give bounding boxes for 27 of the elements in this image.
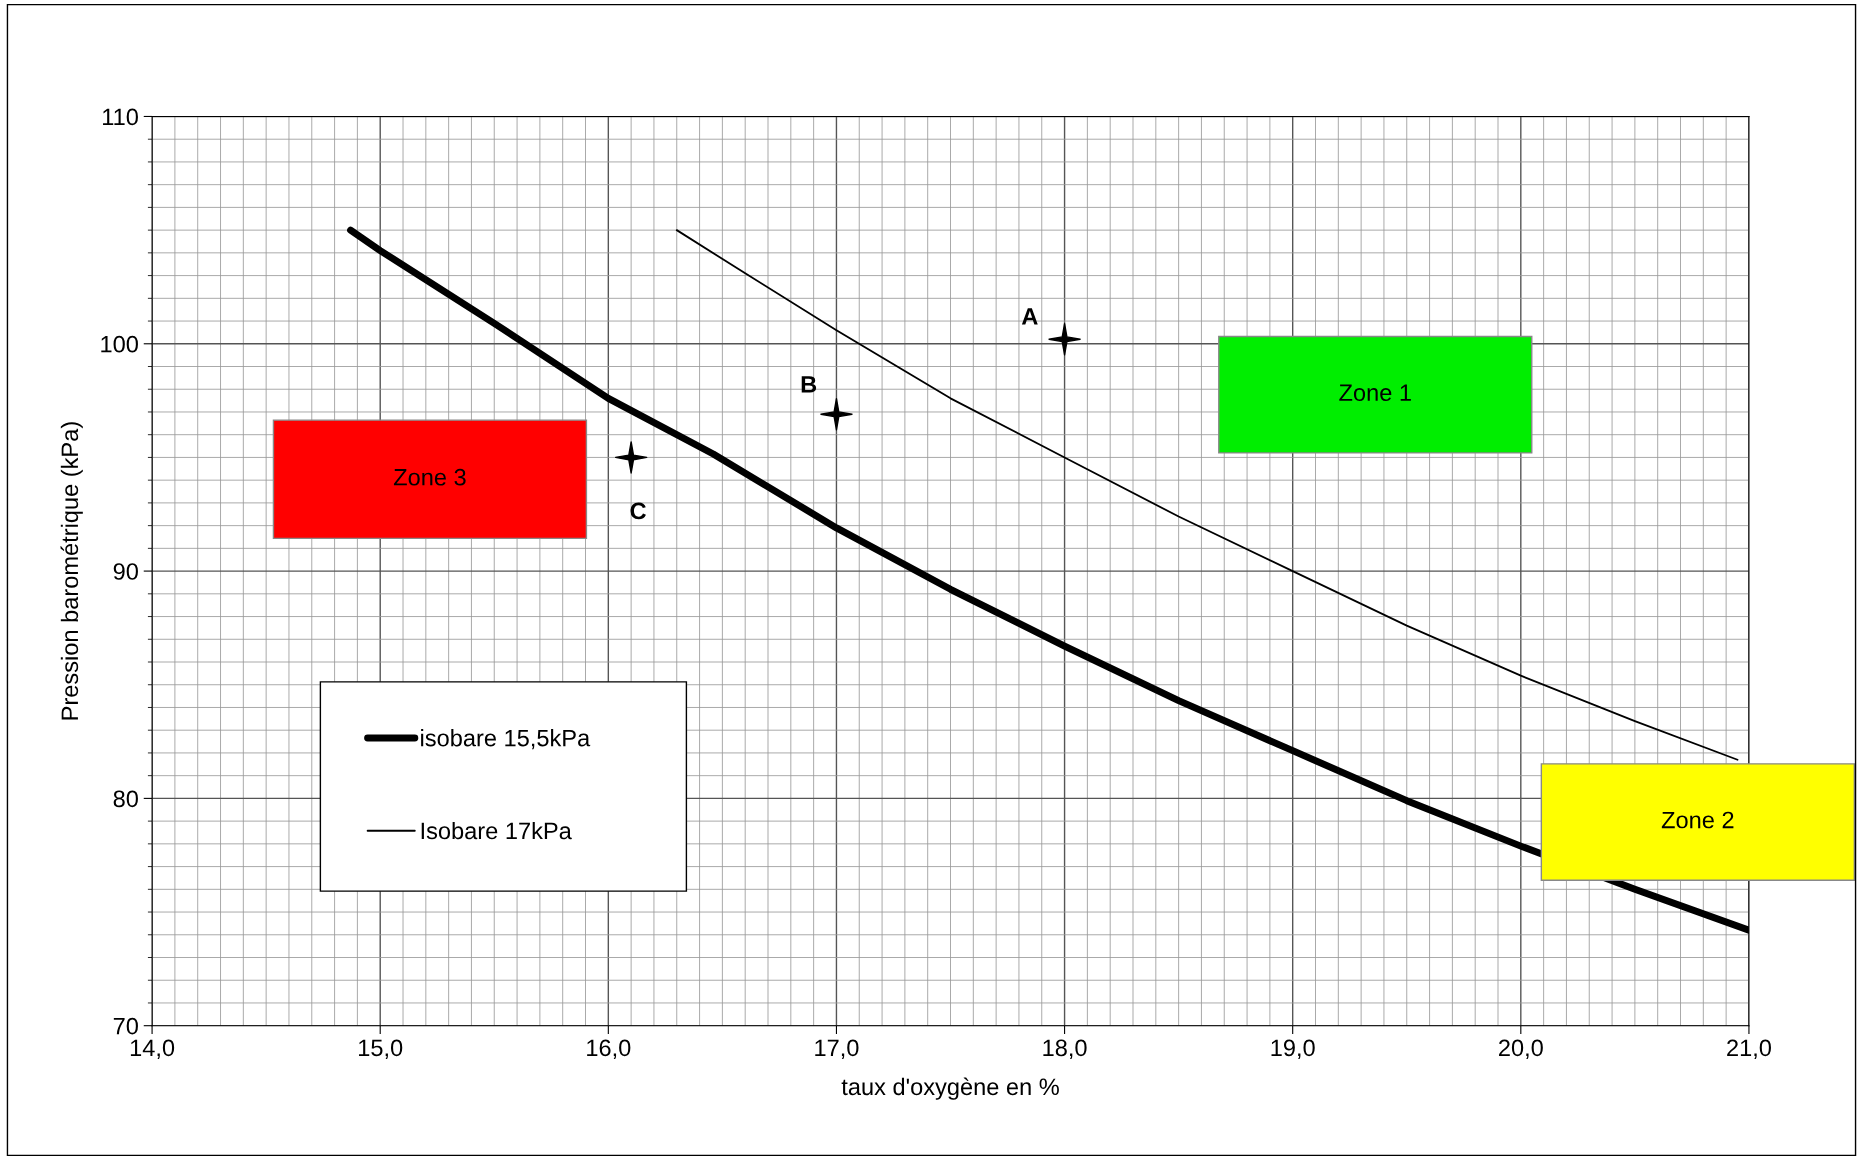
y-tick-label: 70	[113, 1017, 138, 1035]
y-tick-label: 90	[113, 563, 138, 580]
x-axis-title: taux d'oxygène en %	[841, 1077, 1059, 1100]
annotation: Zone 2	[1661, 811, 1734, 829]
x-tick-label: 17,0	[815, 1039, 859, 1060]
point	[614, 441, 648, 474]
y-tick-label: 110	[103, 108, 138, 126]
legend-label: Isobare 17kPa	[421, 821, 572, 840]
x-tick-label: 21,0	[1727, 1039, 1771, 1060]
annotation: C	[630, 502, 646, 520]
x-tick-label: 20,0	[1499, 1039, 1543, 1060]
annotation: Zone 1	[1339, 384, 1411, 402]
point	[1048, 323, 1081, 356]
line-series	[675, 229, 1739, 761]
y-axis-title: Pression barométrique (kPa)	[60, 422, 83, 720]
x-tick-label: 14,0	[130, 1039, 175, 1060]
x-tick-label: 15,0	[359, 1039, 403, 1060]
x-tick-label: 16,0	[587, 1039, 631, 1060]
annotation: A	[1021, 308, 1038, 325]
y-tick-label: 100	[101, 335, 138, 353]
y-tick-label: 80	[113, 790, 138, 808]
legend-label: isobare 15,5kPa	[421, 729, 591, 750]
x-tick-label: 19,0	[1271, 1039, 1315, 1060]
x-tick-label: 18,0	[1043, 1039, 1087, 1060]
annotation: Zone 3	[393, 468, 466, 486]
annotation: B	[801, 376, 817, 393]
point	[820, 398, 853, 431]
